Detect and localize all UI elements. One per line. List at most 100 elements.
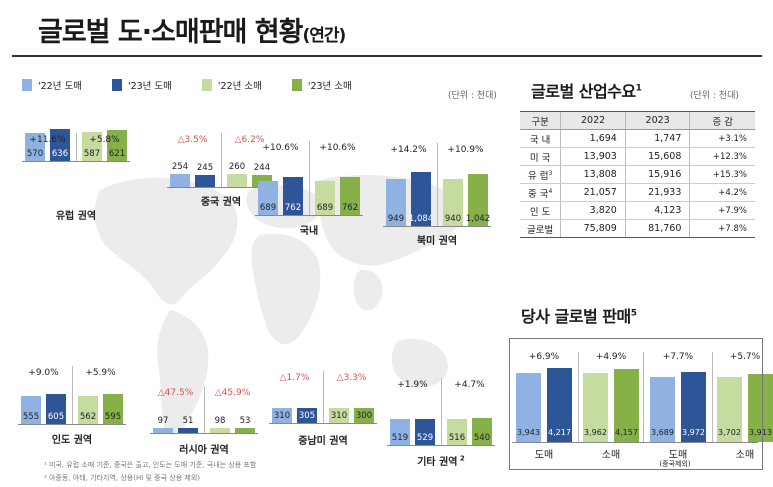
legend-item: '23년 소매: [291, 78, 352, 92]
demand-2023: 1,747: [624, 129, 690, 148]
baseline: [383, 226, 491, 227]
region-name: 기타 권역 2: [417, 454, 465, 468]
sales-bar: [583, 372, 608, 442]
sales-bar: [547, 368, 572, 442]
sales-group-label: 도매: [668, 450, 688, 461]
bar-value-label: 53: [239, 416, 251, 426]
bar-23-wholesale: [411, 171, 431, 226]
demand-2022: 3,820: [560, 201, 626, 220]
sales-growth-label: +4.9%: [595, 352, 627, 362]
bar-23-wholesale: [195, 174, 215, 187]
growth-label-retail: △3.3%: [336, 373, 367, 383]
demand-2023: 15,608: [624, 147, 690, 166]
bar-22-retail: [443, 179, 463, 226]
bar-value-label: 98: [214, 416, 226, 426]
sales-box: [509, 338, 763, 470]
region-name: 러시아 권역: [179, 445, 229, 456]
sales-value-label: 4,217: [548, 428, 571, 437]
growth-label-wholesale: +10.6%: [262, 143, 299, 153]
bar-value-label: 562: [79, 412, 97, 422]
legend-label: '23년 소매: [307, 81, 352, 92]
demand-title: 글로벌 산업수요1: [531, 82, 642, 101]
growth-label-wholesale: +11.6%: [29, 135, 66, 145]
bar-22-wholesale: [153, 428, 173, 433]
pair-divider: [72, 366, 73, 424]
bar-value-label: 529: [416, 433, 434, 443]
bar-22-retail: [210, 428, 230, 433]
sales-value-label: 3,702: [718, 428, 741, 437]
legend-item: '22년 도매: [22, 78, 82, 92]
bar-value-label: 689: [259, 203, 277, 213]
baseline: [150, 433, 258, 434]
sales-value-label: 3,943: [517, 428, 540, 437]
bar-23-wholesale: [297, 407, 317, 423]
sales-growth-label: +5.7%: [729, 352, 761, 362]
demand-change: +7.9%: [689, 201, 755, 220]
demand-unit-label: (단위 : 천대): [690, 91, 739, 101]
growth-label-wholesale: △3.5%: [177, 135, 208, 145]
bar-22-wholesale: [390, 419, 410, 445]
sales-value-label: 3,962: [584, 428, 607, 437]
bar-22-wholesale: [25, 132, 45, 161]
sales-bar: [681, 372, 706, 442]
bar-value-label: 949: [387, 214, 405, 224]
growth-label-retail: △45.9%: [214, 388, 251, 398]
demand-change: +7.8%: [689, 219, 755, 238]
pair-divider: [309, 141, 310, 215]
bar-23-retail: [354, 408, 374, 423]
bar-23-retail: [235, 428, 255, 433]
demand-2022: 75,809: [560, 219, 626, 238]
demand-2022: 13,903: [560, 147, 626, 166]
baseline: [22, 161, 130, 162]
demand-2023: 4,123: [624, 201, 690, 220]
map-unit-label: (단위 : 천대): [448, 91, 497, 101]
bar-23-retail: [472, 418, 492, 445]
bar-23-wholesale: [283, 176, 303, 215]
pair-divider: [221, 133, 222, 187]
region-name: 북미 권역: [416, 236, 458, 247]
sales-value-label: 4,157: [615, 428, 638, 437]
bar-value-label: 310: [330, 411, 348, 421]
bar-value-label: 621: [108, 149, 126, 159]
bar-23-wholesale: [50, 129, 70, 161]
growth-label-retail: +10.9%: [447, 145, 484, 155]
demand-2022: 1,694: [560, 129, 626, 148]
bar-value-label: 940: [444, 214, 462, 224]
demand-2022: 21,057: [560, 183, 626, 202]
demand-table: 구분 2022 2023 증 감 국 내 1,694 1,747 +3.1% 미 국 13,90…: [520, 111, 755, 238]
pair-divider: [204, 386, 205, 433]
bar-value-label: 689: [316, 203, 334, 213]
sales-group-label: 소매: [601, 450, 621, 461]
sales-group-divider: [578, 352, 579, 442]
growth-label-wholesale: △47.5%: [157, 388, 194, 398]
bar-value-label: 540: [473, 433, 491, 443]
sales-value-label: 3,972: [682, 428, 705, 437]
bar-23-retail: [340, 176, 360, 215]
bar-value-label: 1,084: [408, 214, 434, 224]
bar-value-label: 519: [391, 433, 409, 443]
demand-region: 중 국4: [520, 183, 561, 202]
growth-label-retail: +10.6%: [319, 143, 356, 153]
legend-item: '22년 소매: [201, 78, 262, 92]
sales-bar: [650, 377, 675, 442]
demand-change: +3.1%: [689, 129, 755, 148]
baseline: [167, 187, 275, 188]
sales-group-label: 소매: [735, 450, 755, 461]
growth-label-retail: △6.2%: [234, 135, 265, 145]
region-name: 중남미 권역: [298, 436, 348, 447]
growth-label-wholesale: +14.2%: [390, 145, 427, 155]
demand-row: 중 국4 21,057 21,933 +4.2%: [520, 183, 755, 202]
demand-change: +12.3%: [689, 147, 755, 166]
legend-label: '23년 도매: [127, 81, 172, 92]
sales-group-divider: [712, 352, 713, 442]
legend-swatch: [201, 79, 212, 91]
legend-label: '22년 도매: [38, 81, 82, 92]
footnote-2: ² 아중동, 아태, 기타지역, 상용(HI 및 중국 상용 제외): [44, 474, 200, 482]
bar-22-retail: [447, 419, 467, 445]
demand-change: +15.3%: [689, 165, 755, 184]
demand-region: 미 국: [520, 147, 561, 166]
bar-22-retail: [227, 174, 247, 187]
demand-row: 유 럽3 13,808 15,916 +15.3%: [520, 165, 755, 184]
bar-value-label: 587: [83, 149, 101, 159]
bar-value-label: 1,042: [465, 214, 491, 224]
